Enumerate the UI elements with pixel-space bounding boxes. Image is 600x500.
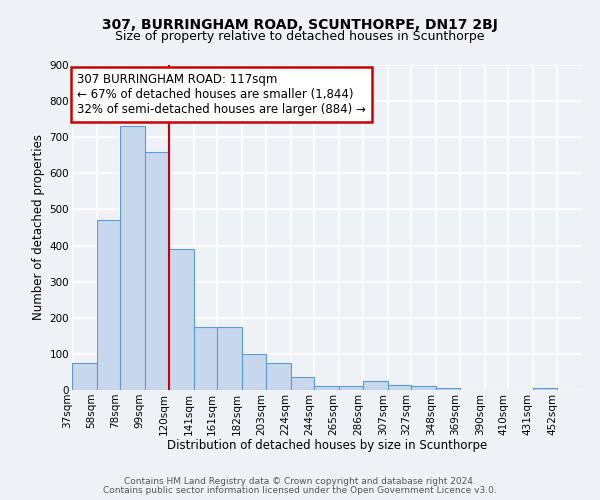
Bar	[169, 249, 194, 390]
Bar	[242, 354, 266, 390]
Bar	[436, 388, 460, 390]
Bar	[217, 327, 242, 390]
Bar	[388, 384, 411, 390]
Bar	[363, 381, 388, 390]
Y-axis label: Number of detached properties: Number of detached properties	[32, 134, 46, 320]
Bar	[72, 363, 97, 390]
Bar	[266, 363, 291, 390]
Bar	[291, 378, 314, 390]
Text: 307 BURRINGHAM ROAD: 117sqm
← 67% of detached houses are smaller (1,844)
32% of : 307 BURRINGHAM ROAD: 117sqm ← 67% of det…	[77, 73, 366, 116]
Bar	[338, 386, 363, 390]
Bar	[533, 388, 557, 390]
Bar	[97, 220, 120, 390]
Bar	[194, 327, 217, 390]
Text: Contains HM Land Registry data © Crown copyright and database right 2024.: Contains HM Land Registry data © Crown c…	[124, 477, 476, 486]
Bar	[145, 152, 169, 390]
Bar	[120, 126, 145, 390]
Bar	[411, 386, 436, 390]
Bar	[314, 386, 338, 390]
Text: Contains public sector information licensed under the Open Government Licence v3: Contains public sector information licen…	[103, 486, 497, 495]
Text: Size of property relative to detached houses in Scunthorpe: Size of property relative to detached ho…	[115, 30, 485, 43]
X-axis label: Distribution of detached houses by size in Scunthorpe: Distribution of detached houses by size …	[167, 439, 487, 452]
Text: 307, BURRINGHAM ROAD, SCUNTHORPE, DN17 2BJ: 307, BURRINGHAM ROAD, SCUNTHORPE, DN17 2…	[102, 18, 498, 32]
